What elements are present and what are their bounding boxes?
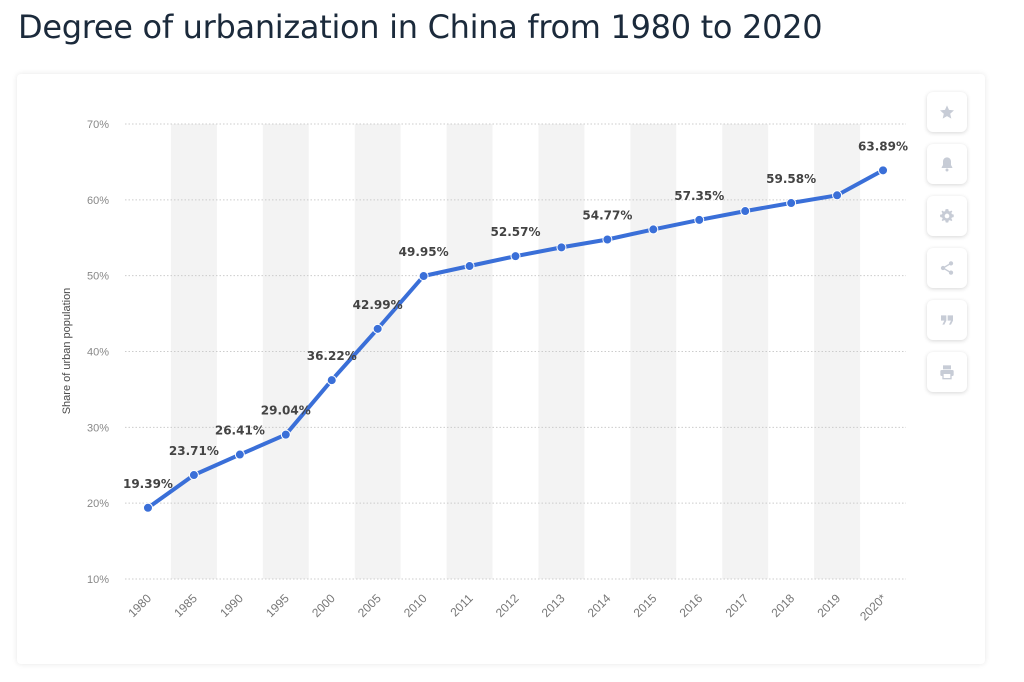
y-tick-label: 20% [87, 498, 109, 510]
series-line [146, 168, 885, 510]
x-tick-label: 2018 [768, 591, 797, 620]
settings-button[interactable] [927, 196, 967, 236]
x-tick-label: 2011 [448, 591, 476, 619]
page-title: Degree of urbanization in China from 198… [18, 8, 823, 46]
x-tick-label: 2014 [585, 591, 614, 620]
x-tick-label: 2010 [401, 591, 430, 620]
share-icon [939, 260, 955, 276]
y-tick-label: 40% [87, 347, 109, 359]
share-button[interactable] [927, 248, 967, 288]
favorite-button[interactable] [927, 92, 967, 132]
data-label: 36.22% [307, 349, 357, 363]
x-tick-label: 2016 [677, 591, 706, 620]
data-point[interactable] [188, 470, 199, 481]
data-label: 63.89% [858, 139, 908, 153]
data-label: 57.35% [674, 189, 724, 203]
y-tick-label: 70% [87, 119, 109, 131]
data-label: 52.57% [491, 225, 541, 239]
x-tick-label: 2000 [309, 591, 338, 620]
data-label: 54.77% [582, 208, 632, 222]
data-point[interactable] [832, 190, 843, 201]
data-point[interactable] [786, 198, 797, 209]
data-label: 26.41% [215, 424, 265, 438]
y-tick-label: 50% [87, 271, 109, 283]
data-point[interactable] [234, 449, 245, 460]
data-point[interactable] [556, 242, 567, 253]
x-tick-label: 2013 [539, 591, 568, 620]
data-point[interactable] [648, 224, 659, 235]
x-tick-label: 2019 [814, 591, 843, 620]
chart-toolbar [927, 92, 969, 404]
x-tick-label: 2017 [723, 591, 752, 620]
bell-icon [939, 156, 955, 172]
x-tick-label: 2005 [355, 591, 384, 620]
data-point[interactable] [142, 502, 153, 513]
data-point[interactable] [740, 206, 751, 217]
data-label: 19.39% [123, 477, 173, 491]
gear-icon [939, 208, 955, 224]
data-point[interactable] [280, 429, 291, 440]
data-label: 29.04% [261, 404, 311, 418]
data-point[interactable] [372, 323, 383, 334]
y-tick-label: 10% [87, 574, 109, 586]
data-point[interactable] [602, 234, 613, 245]
quote-icon [939, 312, 955, 328]
print-button[interactable] [927, 352, 967, 392]
data-label: 42.99% [353, 298, 403, 312]
x-tick-label: 2015 [631, 591, 660, 620]
data-label: 59.58% [766, 172, 816, 186]
data-point[interactable] [510, 251, 521, 262]
data-point[interactable] [878, 165, 889, 176]
data-label: 23.71% [169, 444, 219, 458]
x-tick-label: 1995 [263, 591, 292, 620]
x-tick-label: 1990 [217, 591, 246, 620]
x-tick-label: 2020* [857, 591, 889, 623]
data-point[interactable] [326, 375, 337, 386]
data-point[interactable] [694, 214, 705, 225]
cite-button[interactable] [927, 300, 967, 340]
y-tick-label: 30% [87, 422, 109, 434]
x-tick-label: 1980 [125, 591, 154, 620]
data-point[interactable] [418, 271, 429, 282]
data-label: 49.95% [399, 245, 449, 259]
x-tick-label: 1985 [171, 591, 200, 620]
star-icon [939, 104, 955, 120]
y-axis-label: Share of urban population [61, 288, 73, 415]
data-point[interactable] [464, 261, 475, 272]
y-tick-label: 60% [87, 195, 109, 207]
notification-button[interactable] [927, 144, 967, 184]
print-icon [939, 364, 955, 380]
x-tick-label: 2012 [493, 591, 522, 620]
